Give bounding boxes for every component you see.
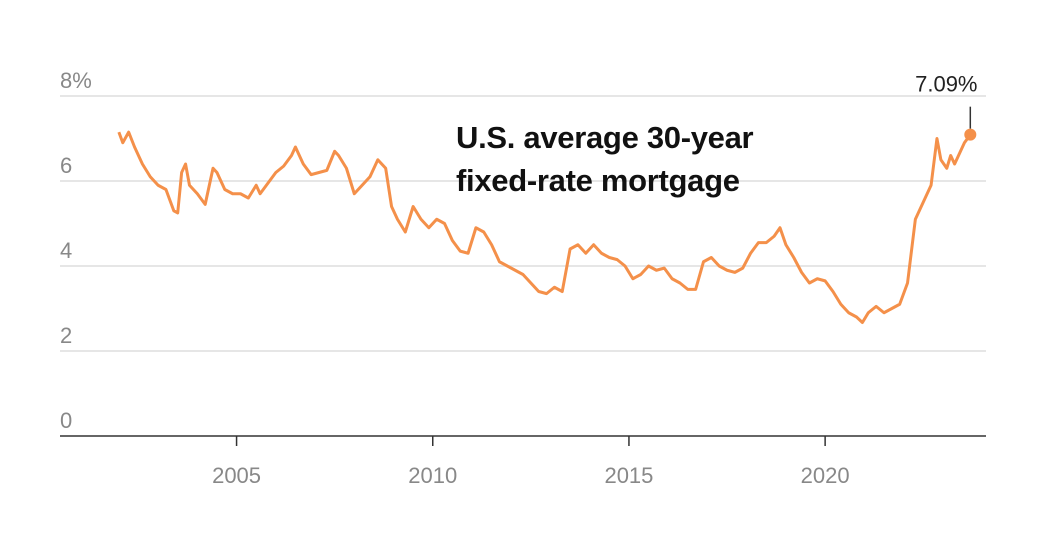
y-tick-label: 0 <box>60 408 72 433</box>
y-tick-label: 8% <box>60 68 92 93</box>
y-tick-label: 6 <box>60 153 72 178</box>
line <box>117 130 972 325</box>
chart-title: U.S. average 30-year fixed-rate mortgage <box>456 120 754 198</box>
x-tick-label: 2015 <box>604 463 653 488</box>
y-tick-label: 4 <box>60 238 72 263</box>
y-tick-label: 2 <box>60 323 72 348</box>
value-label: 7.09% <box>915 72 977 97</box>
x-tick-label: 2005 <box>212 463 261 488</box>
end-point <box>964 128 977 141</box>
x-tick-label: 2020 <box>801 463 850 488</box>
x-tick-label: 2010 <box>408 463 457 488</box>
